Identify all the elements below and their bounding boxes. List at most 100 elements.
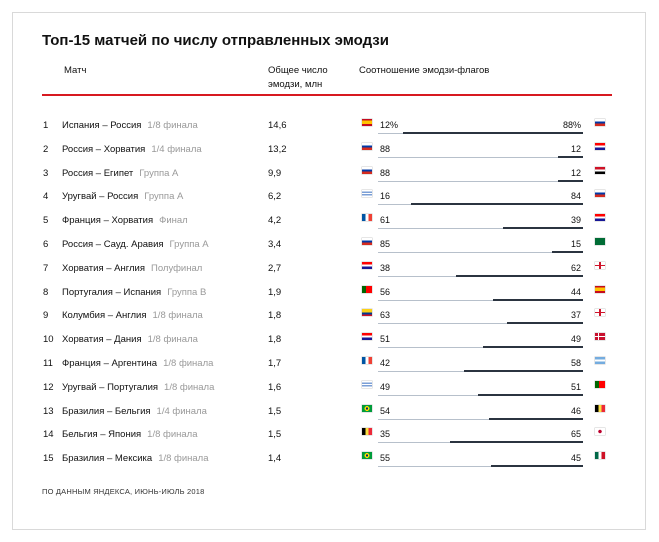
ratio-bar-right xyxy=(482,346,583,349)
row-rank: 10 xyxy=(43,334,54,346)
england-flag-icon xyxy=(595,261,605,269)
row-match: Бельгия – Япония 1/8 финала xyxy=(62,429,198,440)
row-rank: 2 xyxy=(43,143,49,155)
table-row: 8 Португалия – Испания Группа B 1,9 56 44 xyxy=(0,283,659,307)
ratio-bar-left xyxy=(378,180,559,182)
row-total: 13,2 xyxy=(268,143,287,155)
match-teams: Уругвай – Россия xyxy=(62,191,139,203)
row-match: Португалия – Испания Группа B xyxy=(62,287,206,298)
left-percent-label: 51 xyxy=(380,334,391,345)
left-percent-label: 88 xyxy=(380,143,391,154)
row-rank: 1 xyxy=(43,120,49,131)
ratio-bar-left xyxy=(378,394,479,396)
right-percent-label: 39 xyxy=(570,215,581,226)
left-percent-label: 56 xyxy=(380,286,391,297)
match-stage: Группа B xyxy=(167,286,207,298)
row-total: 1,5 xyxy=(268,405,282,417)
match-stage: Полуфинал xyxy=(151,262,203,274)
match-stage: Группа А xyxy=(169,239,209,250)
ratio-bar-left xyxy=(378,323,508,325)
right-percent-label: 45 xyxy=(570,453,581,464)
table-row: 14 Бельгия – Япония 1/8 финала 1,5 35 65 xyxy=(0,425,659,449)
row-total: 1,4 xyxy=(268,453,282,465)
left-percent-label: 12% xyxy=(380,120,399,130)
ratio-bar xyxy=(378,465,583,468)
left-percent-label: 54 xyxy=(380,405,391,416)
row-rank: 12 xyxy=(43,381,54,393)
left-percent-label: 55 xyxy=(380,453,391,464)
table-row: 10 Хорватия – Дания 1/8 финала 1,8 51 49 xyxy=(0,330,659,354)
ratio-bar xyxy=(378,179,583,182)
chart-title: Топ-15 матчей по числу отправленных эмод… xyxy=(42,32,389,49)
mexico-flag-icon xyxy=(595,452,605,460)
table-row: 11 Франция – Аргентина 1/8 финала 1,7 42 58 xyxy=(0,354,659,378)
ratio-bar-left xyxy=(378,442,450,444)
row-match: Франция – Хорватия Финал xyxy=(62,215,188,226)
ratio-bar xyxy=(378,251,583,253)
japan-flag-icon xyxy=(595,428,605,436)
match-teams: Португалия – Испания xyxy=(62,286,162,298)
left-percent-label: 16 xyxy=(380,191,391,202)
table-row: 3 Россия – Египет Группа А 9,9 88 12 xyxy=(0,164,659,188)
row-total: 9,9 xyxy=(268,167,282,179)
right-percent-label: 58 xyxy=(570,358,581,368)
ratio-bar-right xyxy=(478,393,583,396)
left-percent-label: 38 xyxy=(380,262,391,273)
croatia-flag-icon xyxy=(362,261,372,269)
ratio-bar xyxy=(378,370,583,372)
table-row: 6 Россия – Сауд. Аравия Группа А 3,4 85 15 xyxy=(0,235,659,259)
ratio-bar-right xyxy=(507,322,583,325)
row-match: Испания – Россия 1/8 финала xyxy=(62,120,198,131)
match-teams: Колумбия – Англия xyxy=(62,310,147,322)
russia-flag-icon xyxy=(595,190,605,198)
left-percent-label: 35 xyxy=(380,429,391,440)
header-total: Общее число эмодзи, млн xyxy=(268,65,328,90)
match-teams: Бразилия – Бельгия xyxy=(62,405,151,417)
row-match: Франция – Аргентина 1/8 финала xyxy=(62,358,213,369)
match-teams: Уругвай – Португалия xyxy=(62,381,159,393)
belgium-flag-icon xyxy=(595,404,605,412)
ratio-bar xyxy=(378,393,583,396)
left-percent-label: 63 xyxy=(380,310,391,321)
row-total: 3,4 xyxy=(268,239,282,250)
row-total: 1,6 xyxy=(268,381,282,393)
ratio-bar-left xyxy=(378,466,491,468)
row-rank: 3 xyxy=(43,167,49,179)
russia-flag-icon xyxy=(362,142,372,150)
match-teams: Франция – Хорватия xyxy=(62,215,154,227)
right-percent-label: 51 xyxy=(570,381,581,392)
left-percent-label: 61 xyxy=(380,215,391,226)
england-flag-icon xyxy=(595,309,605,317)
row-match: Колумбия – Англия 1/8 финала xyxy=(62,310,203,321)
row-rank: 9 xyxy=(43,310,49,322)
match-teams: Испания – Россия xyxy=(62,120,142,131)
right-percent-label: 65 xyxy=(570,429,581,440)
brazil-flag-icon xyxy=(362,452,372,460)
right-percent-label: 37 xyxy=(570,310,581,321)
row-rank: 8 xyxy=(43,286,49,298)
colombia-flag-icon xyxy=(362,309,372,317)
row-rank: 4 xyxy=(43,191,49,203)
france-flag-icon xyxy=(362,214,372,222)
table-row: 12 Уругвай – Португалия 1/8 финала 1,6 49 51 xyxy=(0,378,659,402)
match-teams: Россия – Хорватия xyxy=(62,143,146,155)
croatia-flag-icon xyxy=(362,333,372,341)
match-stage: 1/8 финала xyxy=(158,453,209,465)
row-total: 1,8 xyxy=(268,334,282,346)
row-total: 1,5 xyxy=(268,429,282,441)
ratio-bar xyxy=(378,346,583,349)
row-total: 4,2 xyxy=(268,215,282,227)
ratio-bar-left xyxy=(378,204,411,206)
ratio-bar xyxy=(378,155,583,158)
ratio-bar xyxy=(378,274,583,277)
row-match: Хорватия – Дания 1/8 финала xyxy=(62,334,198,345)
egypt-flag-icon xyxy=(595,166,605,174)
ratio-bar-right xyxy=(488,417,583,420)
row-total: 6,2 xyxy=(268,191,282,203)
ratio-bar-right xyxy=(449,441,583,444)
ratio-bar-left xyxy=(378,228,504,230)
row-rank: 6 xyxy=(43,239,49,250)
portugal-flag-icon xyxy=(362,285,372,293)
table-row: 7 Хорватия – Англия Полуфинал 2,7 38 62 xyxy=(0,259,659,283)
right-percent-label: 12 xyxy=(570,143,581,154)
